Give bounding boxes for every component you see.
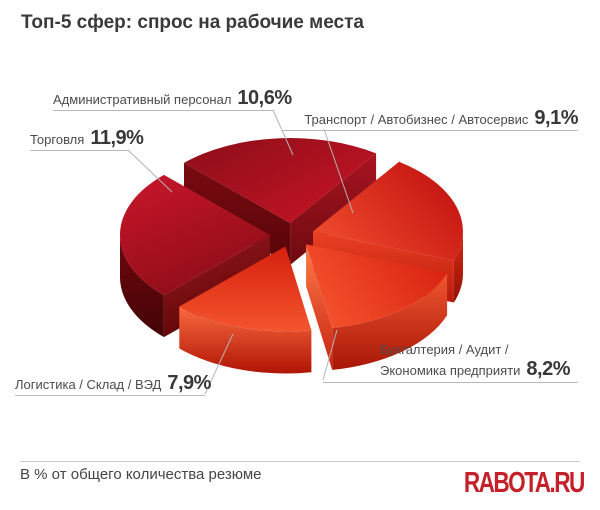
pie-slice-top <box>179 246 312 332</box>
footer-divider <box>20 461 580 462</box>
callout-leader-line <box>204 333 234 395</box>
callout-trade: Торговля 11,9% <box>30 128 144 151</box>
callout-leader-line <box>322 329 338 381</box>
pie-slice-rim <box>332 273 448 370</box>
callout-leader-line <box>323 128 354 214</box>
pie-slice-wall <box>290 153 377 265</box>
callout-label: Логистика / Склад / ВЭД <box>15 377 162 392</box>
pie-slice-rim <box>453 231 463 303</box>
pie-slice-rim <box>179 306 312 374</box>
callout-label-line2: Экономика предприяти <box>380 363 521 378</box>
pie-slice-rim <box>120 235 164 338</box>
callout-transport: Транспорт / Автобизнес / Автосервис 9,1% <box>282 108 578 131</box>
callout-value: 11,9% <box>90 127 144 149</box>
callout-logistics: Логистика / Склад / ВЭД 7,9% <box>15 373 211 396</box>
callout-label: Торговля <box>30 132 85 147</box>
callout-administrative-staff: Административный персонал 10,6% <box>53 88 292 111</box>
pie-slice-top <box>119 174 271 296</box>
callout-value: 9,1% <box>534 107 578 129</box>
rabota-ru-logo: RABOTA.RU <box>464 467 586 499</box>
callout-value: 7,9% <box>167 372 211 394</box>
pie-slice-top <box>313 161 463 261</box>
callout-value: 8,2% <box>526 358 571 380</box>
callout-label: Транспорт / Автобизнес / Автосервис <box>304 112 529 127</box>
callout-label: Административный персонал <box>53 92 232 107</box>
callout-leader-line <box>272 109 294 156</box>
page-title: Топ-5 сфер: спрос на рабочие места <box>21 12 364 33</box>
callout-value: 10,6% <box>237 87 292 109</box>
callout-label-line1: Бухгалтерия / Аудит / <box>380 342 509 357</box>
pie-slice-wall <box>306 244 333 370</box>
pie-slice-top <box>306 244 448 328</box>
pie-slice-top <box>184 138 377 223</box>
callout-accounting: Бухгалтерия / Аудит / Экономика предприя… <box>323 342 578 383</box>
callout-leader-line <box>127 149 173 193</box>
footer-note: В % от общего количества резюме <box>20 466 262 483</box>
